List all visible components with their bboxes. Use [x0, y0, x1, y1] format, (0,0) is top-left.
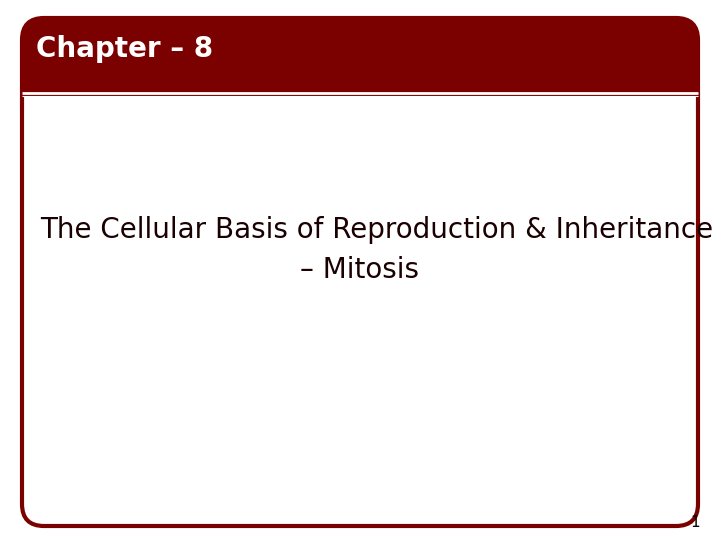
Bar [22, 57, 698, 96]
Text: The Cellular Basis of Reproduction & Inheritance: The Cellular Basis of Reproduction & Inh… [40, 216, 713, 244]
Text: Chapter – 8: Chapter – 8 [36, 35, 213, 63]
Text: 1: 1 [690, 515, 700, 530]
Text: – Mitosis: – Mitosis [300, 256, 420, 284]
FancyBboxPatch shape [22, 18, 698, 526]
FancyBboxPatch shape [22, 18, 698, 96]
